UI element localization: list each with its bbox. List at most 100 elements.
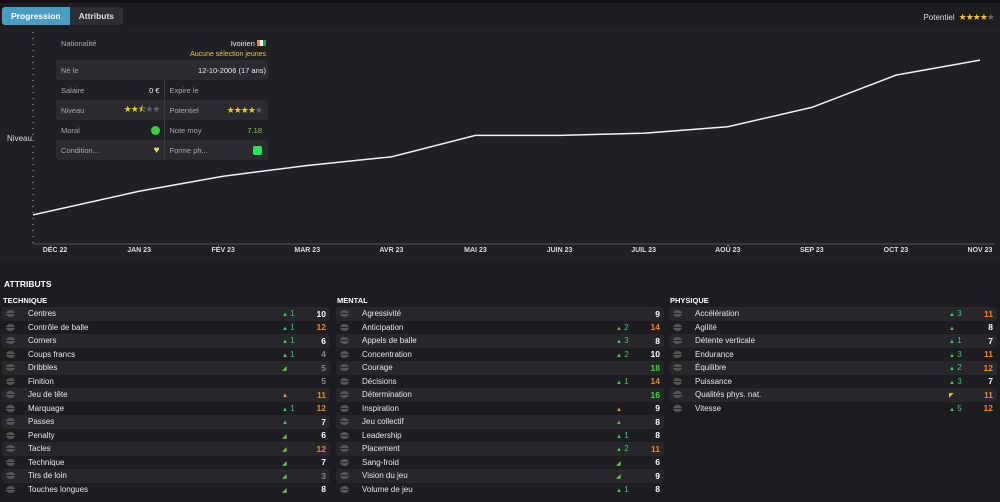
trend-up-icon: ▲ — [616, 325, 622, 332]
attribute-row[interactable]: Contrôle de balle ▲ 1 12 — [2, 321, 330, 335]
attribute-row[interactable]: Sang-froid ◢ 6 — [336, 456, 664, 470]
attribute-row[interactable]: Placement ▲ 2 11 — [336, 442, 664, 456]
attribute-name: Coups francs — [28, 349, 76, 359]
trend-delta: 3 — [957, 376, 962, 386]
expires-label: Expire le — [169, 85, 199, 95]
x-tick-label: JUIN 23 — [547, 247, 573, 254]
attribute-row[interactable]: Vitesse ▲ 5 12 — [669, 402, 997, 416]
attribute-row[interactable]: Inspiration ▲ 9 — [336, 402, 664, 416]
attribute-name: Contrôle de balle — [28, 322, 89, 332]
trend-indicator: ▲ — [282, 417, 310, 426]
trend-indicator: ▲ 3 — [616, 336, 644, 345]
attribute-icon — [6, 458, 15, 466]
trend-up-icon: ▲ — [949, 406, 955, 413]
trend-delta: 1 — [290, 309, 295, 319]
attribute-name: Courage — [362, 363, 393, 373]
star-icon: ★ — [123, 104, 132, 114]
attribute-row[interactable]: Coups francs ▲ 1 4 — [2, 348, 330, 362]
attribute-row[interactable]: Touches longues ◢ 8 — [2, 483, 330, 497]
attribute-row[interactable]: Concentration ▲ 2 10 — [336, 348, 664, 362]
attribute-value: 7 — [321, 416, 326, 427]
trend-indicator: ▲ 1 — [616, 485, 644, 494]
attribute-value: 9 — [655, 403, 660, 414]
avg-rating-label: Note moy — [169, 125, 202, 135]
trend-delta: 1 — [624, 376, 629, 386]
attribute-icon — [6, 431, 15, 439]
trend-side-icon: ◢ — [616, 474, 621, 481]
trend-indicator: ▲ 1 — [616, 377, 644, 386]
attribute-row[interactable]: Agilité ▲ 8 — [669, 321, 997, 335]
tab-progression[interactable]: Progression — [2, 7, 70, 25]
nationality-label: Nationalité — [61, 39, 97, 48]
salary-value: 0 € — [149, 85, 160, 95]
attribute-value: 9 — [655, 308, 660, 319]
attribute-row[interactable]: Accélération ▲ 3 11 — [669, 307, 997, 321]
attribute-name: Agressivité — [362, 309, 402, 319]
tab-attributs[interactable]: Attributs — [78, 11, 115, 21]
trend-side-icon: ◢ — [282, 474, 287, 481]
trend-indicator: ▲ 2 — [616, 323, 644, 332]
attribute-name: Leadership — [362, 430, 402, 440]
attribute-value: 14 — [650, 322, 660, 333]
attribute-icon — [340, 323, 349, 331]
attribute-row[interactable]: Tacles ◢ 12 — [2, 442, 330, 456]
attribute-row[interactable]: Dribbles ◢ 5 — [2, 361, 330, 375]
attribute-icon — [673, 337, 682, 345]
attribute-row[interactable]: Appels de balle ▲ 3 8 — [336, 334, 664, 348]
attribute-row[interactable]: Décisions ▲ 1 14 — [336, 375, 664, 389]
attribute-name: Inspiration — [362, 403, 399, 413]
attribute-row[interactable]: Volume de jeu ▲ 1 8 — [336, 483, 664, 497]
attribute-row[interactable]: Centres ▲ 1 10 — [2, 307, 330, 321]
attribute-name: Penalty — [28, 430, 55, 440]
attribute-row[interactable]: Qualités phys. nat. ◤ 11 — [669, 388, 997, 402]
trend-indicator: ◢ — [282, 363, 310, 372]
trend-delta: 1 — [624, 430, 629, 440]
trend-indicator: ▲ — [949, 323, 977, 332]
trend-indicator: ▲ 1 — [282, 336, 310, 345]
attribute-row[interactable]: Agressivité 9 — [336, 307, 664, 321]
attribute-row[interactable]: Tirs de loin ◢ 3 — [2, 469, 330, 483]
attribute-row[interactable]: Jeu collectif ▲ 8 — [336, 415, 664, 429]
attribute-row[interactable]: Jeu de tête ▲ 11 — [2, 388, 330, 402]
attribute-row[interactable]: Détermination 16 — [336, 388, 664, 402]
attribute-value: 14 — [650, 376, 660, 387]
attribute-row[interactable]: Finition 5 — [2, 375, 330, 389]
attribute-row[interactable]: Anticipation ▲ 2 14 — [336, 321, 664, 335]
attribute-icon — [673, 310, 682, 318]
attribute-row[interactable]: Équilibre ▲ 2 12 — [669, 361, 997, 375]
attribute-name: Jeu de tête — [28, 390, 68, 400]
trend-delta: 1 — [624, 484, 629, 494]
attribute-row[interactable]: Courage 18 — [336, 361, 664, 375]
trend-up-icon: ▲ — [616, 447, 622, 454]
trend-indicator: ▲ 2 — [949, 363, 977, 372]
attribute-name: Qualités phys. nat. — [695, 390, 762, 400]
attribute-row[interactable]: Détente verticale ▲ 1 7 — [669, 334, 997, 348]
attribute-row[interactable]: Vision du jeu ◢ 9 — [336, 469, 664, 483]
attribute-row[interactable]: Penalty ◢ 6 — [2, 429, 330, 443]
star-icon: ⯪ — [137, 104, 146, 114]
attribute-row[interactable]: Endurance ▲ 3 11 — [669, 348, 997, 362]
attribute-value: 11 — [317, 389, 326, 400]
trend-up-icon: ▲ — [949, 379, 955, 386]
attribute-name: Équilibre — [695, 363, 727, 373]
attribute-icon — [673, 323, 682, 331]
born-value: 12-10-2006 (17 ans) — [198, 65, 266, 75]
attribute-icon — [673, 364, 682, 372]
attribute-row[interactable]: Passes ▲ 7 — [2, 415, 330, 429]
attribute-value: 7 — [988, 335, 993, 346]
x-tick-label: DÉC 22 — [43, 245, 68, 254]
attribute-row[interactable]: Leadership ▲ 1 8 — [336, 429, 664, 443]
attribute-row[interactable]: Technique ◢ 7 — [2, 456, 330, 470]
x-tick-label: MAR 23 — [294, 247, 320, 254]
trend-warn-icon: ▲ — [282, 393, 288, 400]
avg-rating-value: 7.18 — [247, 125, 262, 135]
trend-indicator: ▲ 2 — [616, 444, 644, 453]
attribute-row[interactable]: Corners ▲ 1 6 — [2, 334, 330, 348]
attribute-row[interactable]: Puissance ▲ 3 7 — [669, 375, 997, 389]
attribute-row[interactable]: Marquage ▲ 1 12 — [2, 402, 330, 416]
trend-indicator: ◢ — [282, 444, 310, 453]
attribute-name: Dribbles — [28, 363, 58, 373]
attribute-icon — [6, 472, 15, 480]
level-stars: ★★⯪★★ — [123, 102, 161, 118]
attribute-group-physique: PHYSIQUE Accélération ▲ 3 11 Agilité ▲ 8 Déten… — [669, 296, 997, 415]
